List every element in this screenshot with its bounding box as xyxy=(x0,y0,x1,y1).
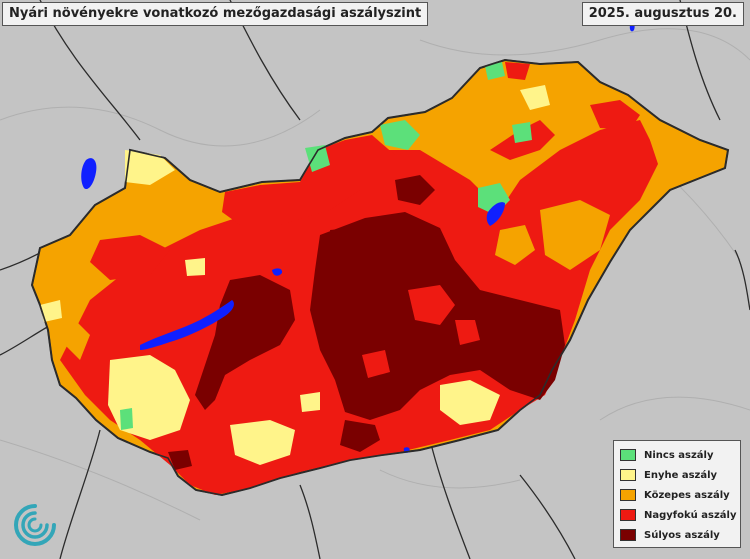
legend-item-mild: Enyhe aszály xyxy=(620,465,734,485)
legend-item-severe: Nagyfokú aszály xyxy=(620,505,737,525)
legend-swatch xyxy=(620,489,636,501)
region-severe-holes xyxy=(362,285,480,378)
lake-balaton xyxy=(140,300,234,350)
legend-swatch xyxy=(620,449,636,461)
legend-label: Nagyfokú aszály xyxy=(644,509,737,521)
map-date: 2025. augusztus 20. xyxy=(581,2,744,26)
legend-label: Közepes aszály xyxy=(644,489,730,501)
legend-label: Nincs aszály xyxy=(644,449,714,461)
legend-label: Súlyos aszály xyxy=(644,529,720,541)
hungary-border xyxy=(31,59,729,496)
legend-item-moderate: Közepes aszály xyxy=(620,485,734,505)
legend: Nincs aszály Enyhe aszály Közepes aszály… xyxy=(613,440,741,548)
map-title: Nyári növényekre vonatkozó mezőgazdasági… xyxy=(2,2,429,26)
legend-swatch xyxy=(620,529,636,541)
terrain-relief xyxy=(0,28,750,521)
legend-item-none: Nincs aszály xyxy=(620,445,734,465)
legend-item-extreme: Súlyos aszály xyxy=(620,525,734,545)
legend-swatch xyxy=(620,469,636,481)
region-moderate-patches xyxy=(60,140,715,360)
spiral-logo-icon xyxy=(14,504,56,546)
legend-swatch xyxy=(620,509,636,521)
lake-velence xyxy=(272,268,283,276)
legend-label: Enyhe aszály xyxy=(644,469,718,481)
lake-tisza xyxy=(486,202,505,226)
